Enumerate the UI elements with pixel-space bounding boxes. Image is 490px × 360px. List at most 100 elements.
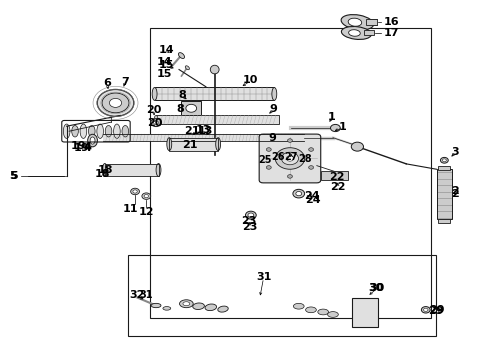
Ellipse shape xyxy=(341,15,374,30)
Bar xyxy=(437,169,452,220)
Text: 19: 19 xyxy=(71,141,87,151)
Text: 18: 18 xyxy=(98,165,114,175)
Ellipse shape xyxy=(109,98,122,107)
Text: 22: 22 xyxy=(330,182,345,192)
Ellipse shape xyxy=(90,137,95,144)
Text: 29: 29 xyxy=(428,306,443,316)
Text: 19: 19 xyxy=(74,143,89,153)
Text: 5: 5 xyxy=(9,171,17,181)
Ellipse shape xyxy=(348,30,360,36)
Ellipse shape xyxy=(442,159,446,162)
Ellipse shape xyxy=(318,309,329,315)
Bar xyxy=(150,28,431,318)
Bar xyxy=(439,166,450,170)
Bar xyxy=(366,19,377,25)
Text: 29: 29 xyxy=(429,305,444,315)
Ellipse shape xyxy=(245,211,256,219)
Text: 10: 10 xyxy=(242,75,258,85)
Ellipse shape xyxy=(102,93,129,113)
Text: 15: 15 xyxy=(159,60,174,70)
Ellipse shape xyxy=(80,124,87,138)
Ellipse shape xyxy=(144,194,148,198)
Ellipse shape xyxy=(267,166,271,169)
Ellipse shape xyxy=(193,303,204,310)
Text: 5: 5 xyxy=(11,171,18,181)
Text: 22: 22 xyxy=(329,172,344,182)
Ellipse shape xyxy=(205,304,217,311)
Text: 13: 13 xyxy=(197,126,213,135)
Text: 30: 30 xyxy=(369,283,385,293)
Text: 25: 25 xyxy=(258,155,271,165)
Ellipse shape xyxy=(267,148,271,151)
Text: 17: 17 xyxy=(384,28,399,38)
Text: 1: 1 xyxy=(339,122,346,132)
Bar xyxy=(169,138,218,150)
Text: 2: 2 xyxy=(451,189,459,199)
Text: 21: 21 xyxy=(184,126,200,135)
Bar xyxy=(105,163,159,176)
Ellipse shape xyxy=(89,126,95,137)
Text: 8: 8 xyxy=(176,104,184,114)
Text: 3: 3 xyxy=(451,147,459,157)
Text: 15: 15 xyxy=(157,69,172,79)
Ellipse shape xyxy=(186,104,196,112)
Ellipse shape xyxy=(163,307,171,310)
Ellipse shape xyxy=(306,307,317,313)
Text: 4: 4 xyxy=(84,142,92,152)
Ellipse shape xyxy=(331,125,340,132)
Text: 24: 24 xyxy=(305,192,320,202)
Bar xyxy=(352,298,378,327)
Bar xyxy=(103,134,304,141)
Text: 13: 13 xyxy=(196,125,211,135)
Ellipse shape xyxy=(309,166,314,169)
Ellipse shape xyxy=(328,312,338,318)
Text: 23: 23 xyxy=(241,216,257,226)
Ellipse shape xyxy=(423,308,428,311)
Ellipse shape xyxy=(179,300,193,308)
Ellipse shape xyxy=(351,142,364,151)
Ellipse shape xyxy=(293,189,305,198)
Text: 23: 23 xyxy=(242,222,258,231)
Text: 18: 18 xyxy=(95,168,110,179)
Ellipse shape xyxy=(167,138,172,150)
Text: 11: 11 xyxy=(122,204,138,214)
Text: 21: 21 xyxy=(183,140,198,150)
Ellipse shape xyxy=(142,193,151,199)
Text: 31: 31 xyxy=(256,272,271,282)
Bar xyxy=(105,163,159,176)
Text: 9: 9 xyxy=(268,133,276,143)
Ellipse shape xyxy=(105,126,112,137)
Ellipse shape xyxy=(151,303,161,308)
Bar xyxy=(169,138,218,150)
Text: 2: 2 xyxy=(451,186,459,197)
Text: 12: 12 xyxy=(139,207,154,217)
Ellipse shape xyxy=(309,148,314,151)
Ellipse shape xyxy=(154,116,158,124)
Ellipse shape xyxy=(151,119,161,127)
Ellipse shape xyxy=(342,27,371,40)
Ellipse shape xyxy=(286,156,294,161)
Bar xyxy=(128,255,436,336)
Text: 30: 30 xyxy=(368,283,384,293)
Bar xyxy=(181,101,201,116)
Text: 31: 31 xyxy=(140,291,153,301)
Ellipse shape xyxy=(72,126,78,137)
Ellipse shape xyxy=(122,126,128,137)
Ellipse shape xyxy=(281,152,298,165)
Text: 27: 27 xyxy=(285,152,298,162)
Ellipse shape xyxy=(154,121,159,125)
Text: 1: 1 xyxy=(328,112,336,122)
Text: 16: 16 xyxy=(384,17,399,27)
Ellipse shape xyxy=(275,148,305,169)
Ellipse shape xyxy=(296,192,302,196)
Ellipse shape xyxy=(421,307,430,313)
Ellipse shape xyxy=(131,188,140,195)
Ellipse shape xyxy=(183,302,190,306)
Ellipse shape xyxy=(97,89,134,116)
Ellipse shape xyxy=(114,124,120,138)
Ellipse shape xyxy=(102,163,107,176)
Text: 26: 26 xyxy=(271,152,285,162)
Ellipse shape xyxy=(288,175,293,178)
Bar xyxy=(321,171,347,180)
Ellipse shape xyxy=(210,65,219,74)
